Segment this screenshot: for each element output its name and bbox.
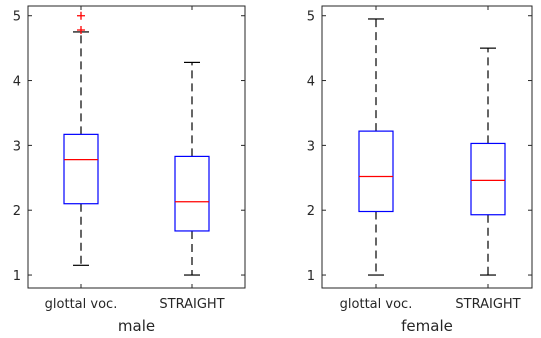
- x-axis-title: male: [118, 317, 155, 335]
- x-category-label: glottal voc.: [340, 297, 413, 312]
- y-tick-label: 1: [307, 269, 315, 284]
- plot-frame: [27, 5, 246, 289]
- y-tick-label: 3: [307, 139, 315, 154]
- box-iqr: [358, 130, 394, 213]
- outlier-marker: [77, 11, 85, 20]
- y-tick-label: 4: [13, 75, 21, 90]
- y-tick-label: 5: [307, 10, 315, 25]
- y-tick-label: 2: [307, 204, 315, 219]
- chart-panel-male: 1 2 3 4 5 glottal voc. STRAIGHT male: [13, 5, 246, 335]
- plot-frame: [321, 5, 533, 289]
- box-iqr: [470, 142, 506, 216]
- x-axis-title: female: [401, 317, 453, 335]
- x-category-label: STRAIGHT: [159, 297, 224, 312]
- y-tick-label: 5: [13, 10, 21, 25]
- x-category-label: STRAIGHT: [455, 297, 520, 312]
- outlier-marker: [77, 25, 85, 34]
- y-tick-label: 3: [13, 139, 21, 154]
- x-category-label: glottal voc.: [45, 297, 118, 312]
- box-iqr: [63, 133, 99, 205]
- y-tick-label: 1: [13, 269, 21, 284]
- y-tick-label: 2: [13, 204, 21, 219]
- y-tick-label: 4: [307, 75, 315, 90]
- box-iqr: [174, 155, 210, 232]
